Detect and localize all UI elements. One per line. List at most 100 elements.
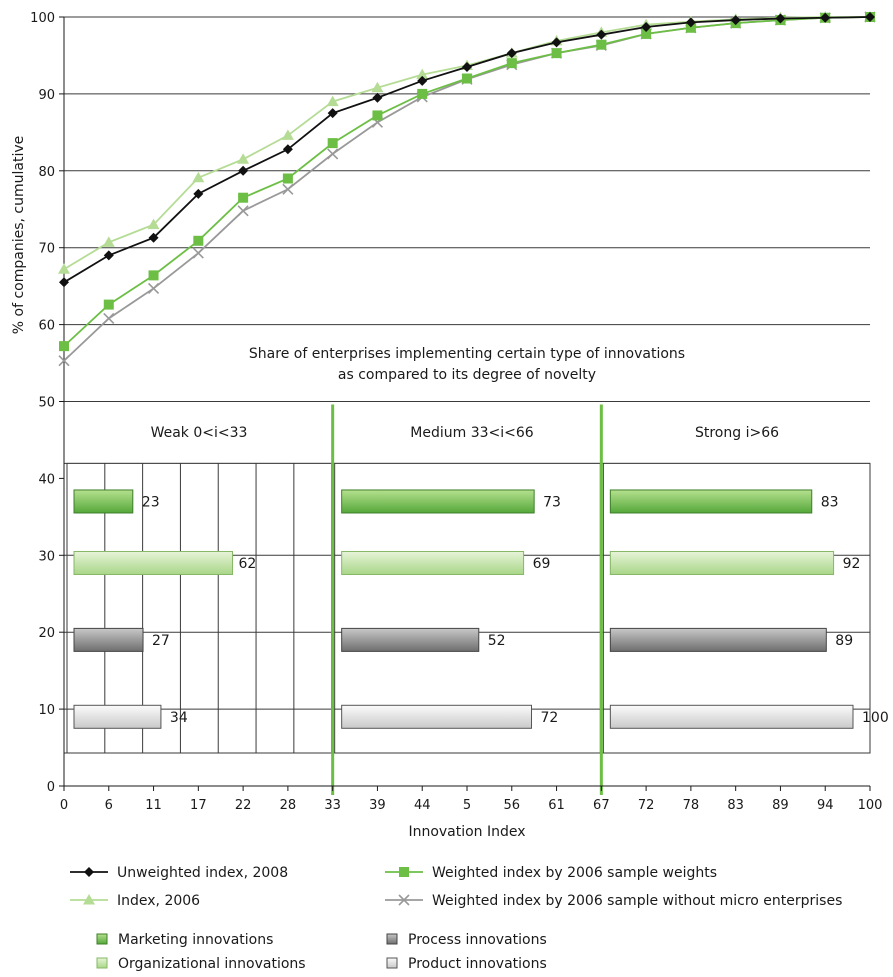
x-axis-label: Innovation Index — [408, 824, 525, 840]
x-tick-10: 56 — [504, 798, 521, 813]
point-0-17 — [820, 12, 831, 23]
bar-0-2 — [609, 489, 813, 514]
legend-swatch-3 — [386, 957, 398, 969]
bar-label-0-0: 23 — [142, 494, 160, 510]
legend: Unweighted index, 2008 Weighted index by … — [70, 865, 842, 972]
point-0-18 — [865, 12, 875, 22]
point-1-8 — [417, 88, 428, 99]
point-3-3 — [192, 247, 204, 259]
y-tick-90: 90 — [38, 88, 55, 103]
axes: 0 10 20 30 40 50 60 70 80 90 100 0 6 11 17 22 28 33 39 44 5 5… — [30, 11, 882, 813]
x-tick-16: 89 — [772, 798, 789, 813]
point-0-11 — [551, 37, 562, 48]
point-1-11 — [551, 48, 562, 59]
x-tick-18: 100 — [858, 798, 883, 813]
y-tick-20: 20 — [38, 626, 55, 641]
point-0-3 — [193, 188, 204, 199]
note-line-2: as compared to its degree of novelty — [338, 367, 596, 383]
point-1-4 — [238, 192, 249, 203]
point-0-16 — [775, 13, 786, 24]
bar-label-3-0: 34 — [170, 710, 188, 726]
y-tick-70: 70 — [38, 242, 55, 257]
y-tick-30: 30 — [38, 549, 55, 564]
legend-marker-2 — [83, 894, 95, 905]
legend-swatch-1 — [96, 957, 108, 969]
point-2-0 — [58, 263, 70, 274]
x-tick-15: 83 — [727, 798, 744, 813]
point-2-7 — [371, 81, 384, 93]
bar-label-2-1: 52 — [488, 633, 506, 649]
point-1-6 — [327, 138, 338, 149]
point-0-9 — [462, 61, 472, 72]
segment-label-medium: Medium 33<i<66 — [410, 425, 534, 441]
point-3-5 — [282, 183, 294, 195]
point-2-8 — [416, 68, 429, 80]
note-line-1: Share of enterprises implementing certai… — [249, 346, 685, 362]
bar-1-1 — [341, 550, 525, 575]
x-tick-0: 0 — [60, 798, 68, 813]
bar-label-2-0: 27 — [152, 633, 170, 649]
y-tick-0: 0 — [47, 780, 55, 795]
bar-panel-box-1 — [66, 462, 333, 754]
x-tick-4: 22 — [235, 798, 252, 813]
point-0-15 — [730, 15, 741, 26]
x-tick-13: 72 — [638, 798, 655, 813]
point-1-7 — [372, 110, 383, 121]
point-2-2 — [147, 218, 160, 230]
point-3-2 — [147, 282, 160, 295]
segment-label-strong: Strong i>66 — [695, 425, 779, 441]
point-2-6 — [326, 95, 339, 107]
bar-3-0 — [73, 704, 162, 729]
x-tick-3: 17 — [190, 798, 207, 813]
point-3-6 — [327, 148, 339, 160]
legend-bar-label-0: Marketing innovations — [118, 932, 273, 948]
x-tick-17: 94 — [817, 798, 834, 813]
point-1-10 — [506, 58, 517, 69]
y-tick-60: 60 — [38, 319, 55, 334]
point-0-5 — [282, 144, 293, 155]
bar-2-2 — [609, 627, 827, 652]
legend-label-2: Index, 2006 — [117, 893, 200, 909]
series-line-0 — [63, 16, 871, 284]
x-tick-8: 44 — [414, 798, 431, 813]
bar-1-0 — [73, 550, 234, 575]
point-1-5 — [282, 173, 293, 184]
x-tick-14: 78 — [683, 798, 700, 813]
point-0-13 — [641, 21, 652, 32]
bar-2-0 — [73, 627, 144, 652]
bar-0-1 — [341, 489, 535, 514]
point-1-0 — [59, 341, 69, 352]
bar-label-1-2: 92 — [843, 556, 861, 572]
x-tick-12: 67 — [593, 798, 610, 813]
y-tick-40: 40 — [38, 472, 55, 487]
legend-swatch-0 — [96, 933, 108, 945]
point-0-4 — [238, 165, 249, 176]
point-2-5 — [281, 129, 294, 140]
point-2-1 — [102, 236, 115, 247]
legend-bar-label-3: Product innovations — [408, 956, 547, 972]
bar-label-3-2: 100 — [862, 710, 889, 726]
x-tick-2: 11 — [145, 798, 162, 813]
x-tick-5: 28 — [280, 798, 297, 813]
point-3-4 — [237, 205, 249, 217]
bar-2-1 — [341, 627, 480, 652]
point-1-12 — [596, 39, 607, 50]
bar-label-1-1: 69 — [533, 556, 551, 572]
point-1-9 — [462, 73, 472, 84]
point-1-14 — [685, 22, 696, 33]
y-tick-50: 50 — [38, 396, 55, 411]
x-tick-7: 39 — [369, 798, 386, 813]
legend-marker-3 — [398, 894, 410, 906]
bar-label-0-1: 73 — [543, 494, 561, 510]
bar-1-2 — [609, 550, 835, 575]
point-1-2 — [148, 270, 159, 281]
x-tick-11: 61 — [548, 798, 565, 813]
y-tick-100: 100 — [30, 11, 55, 26]
bar-3-2 — [609, 704, 854, 729]
y-tick-10: 10 — [38, 703, 55, 718]
bar-label-3-1: 72 — [541, 710, 559, 726]
line-series — [58, 11, 876, 367]
point-0-7 — [372, 92, 383, 103]
x-tick-6: 33 — [324, 798, 341, 813]
